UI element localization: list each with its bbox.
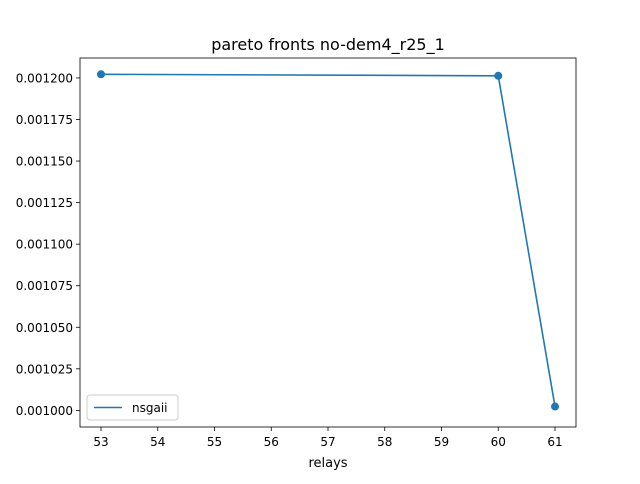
y-tick-label: 0.001175 bbox=[16, 113, 73, 127]
x-axis-label: relays bbox=[308, 456, 347, 471]
chart-title: pareto fronts no-dem4_r25_1 bbox=[211, 35, 445, 55]
data-point bbox=[551, 402, 560, 411]
x-tick-label: 53 bbox=[93, 435, 108, 449]
x-tick-label: 57 bbox=[320, 435, 335, 449]
y-tick-label: 0.001075 bbox=[16, 279, 73, 293]
x-tick-label: 59 bbox=[434, 435, 449, 449]
x-tick-label: 58 bbox=[377, 435, 392, 449]
y-tick-label: 0.001025 bbox=[16, 362, 73, 376]
y-tick-label: 0.001150 bbox=[16, 155, 73, 169]
y-tick-label: 0.001200 bbox=[16, 71, 73, 85]
x-tick-label: 56 bbox=[264, 435, 279, 449]
x-tick-label: 55 bbox=[207, 435, 222, 449]
x-tick-label: 61 bbox=[547, 435, 562, 449]
y-tick-label: 0.001125 bbox=[16, 196, 73, 210]
x-tick-label: 60 bbox=[491, 435, 506, 449]
y-tick-label: 0.001100 bbox=[16, 238, 73, 252]
plot-frame bbox=[79, 57, 577, 428]
y-tick-label: 0.001000 bbox=[16, 404, 73, 418]
axes: 53 54 55 56 57 58 59 60 61 0.001000 0.001025 0.0010… bbox=[16, 57, 577, 449]
legend-label: nsgaii bbox=[132, 401, 168, 415]
series-lines bbox=[96, 70, 560, 411]
data-point bbox=[494, 71, 503, 80]
legend: nsgaii bbox=[86, 394, 179, 421]
y-tick-label: 0.001050 bbox=[16, 321, 73, 335]
legend-box bbox=[86, 394, 179, 421]
x-tick-label: 54 bbox=[150, 435, 165, 449]
data-point bbox=[96, 70, 105, 79]
